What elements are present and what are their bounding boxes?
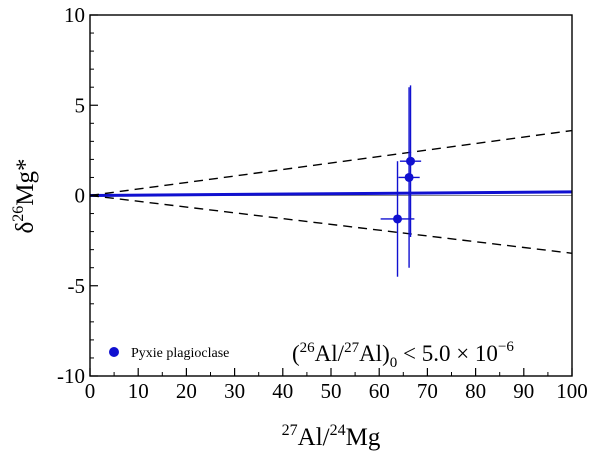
y-axis: -10 -5 0 5 10 xyxy=(57,3,98,388)
reference-lines xyxy=(89,129,573,254)
data-layer xyxy=(380,85,422,277)
x-tick-label: 60 xyxy=(369,379,390,403)
x-tick-label: 100 xyxy=(556,379,588,403)
x-tick-label: 90 xyxy=(513,379,534,403)
x-tick-label: 80 xyxy=(465,379,486,403)
isochron-envelope-lower-line xyxy=(89,194,573,254)
x-tick-label: 50 xyxy=(321,379,342,403)
x-tick-label: 30 xyxy=(224,379,245,403)
y-axis-title: δ26Mg* xyxy=(10,158,39,233)
isochron-fit-line xyxy=(89,190,573,197)
x-tick-label: 40 xyxy=(272,379,293,403)
x-axis: 0 10 20 30 40 50 60 70 80 90 100 xyxy=(85,368,588,403)
y-tick-label: 0 xyxy=(75,184,86,208)
legend-marker xyxy=(109,347,119,357)
data-point xyxy=(393,214,403,224)
legend-label: Pyxie plagioclase xyxy=(131,346,229,361)
data-point xyxy=(406,156,416,166)
isotope-ratio-annotation: (26Al/27Al)0 < 5.0 × 10−6 xyxy=(292,339,514,371)
y-tick-label: 10 xyxy=(64,3,85,27)
x-tick-label: 10 xyxy=(128,379,149,403)
x-axis-title: 27Al/24Mg xyxy=(282,422,381,451)
isochron-envelope-upper-line xyxy=(89,129,573,197)
y-tick-label: 5 xyxy=(75,93,86,117)
data-point xyxy=(404,172,414,182)
x-tick-label: 0 xyxy=(85,379,96,403)
legend: Pyxie plagioclase xyxy=(109,346,229,361)
y-tick-label: -5 xyxy=(68,274,86,298)
y-tick-label: -10 xyxy=(57,364,85,388)
x-tick-label: 20 xyxy=(176,379,197,403)
x-tick-label: 70 xyxy=(417,379,438,403)
